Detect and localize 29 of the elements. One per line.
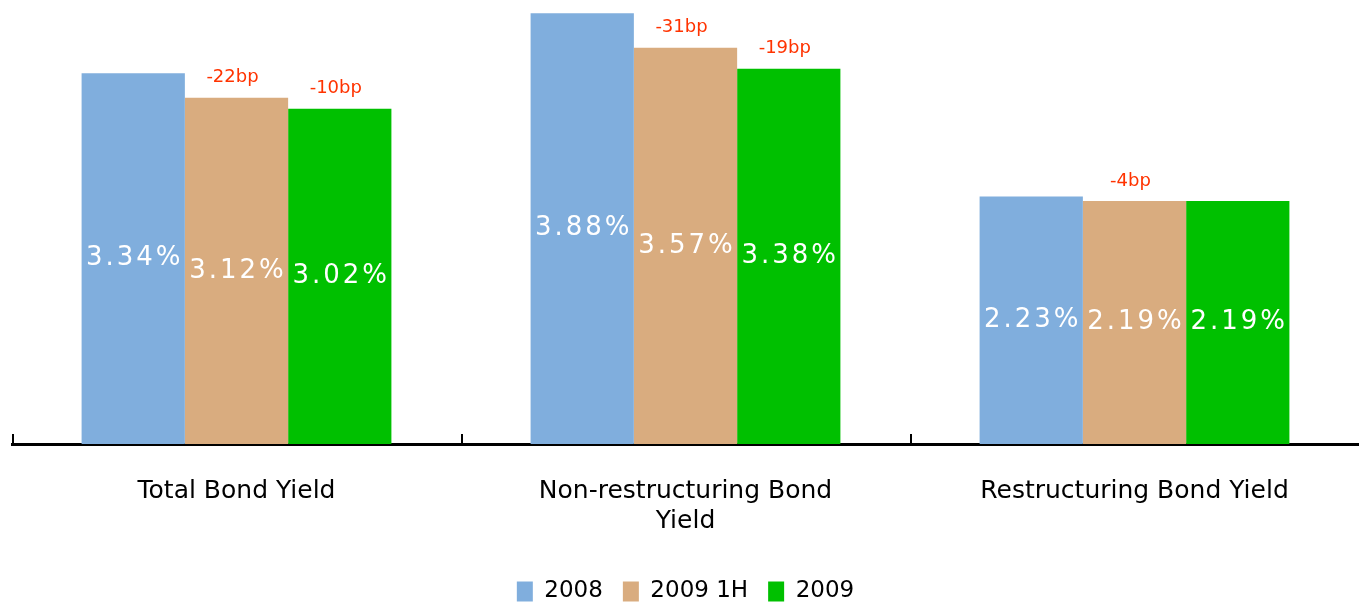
bar [288,108,392,444]
data-label: 3.57% [638,228,736,259]
x-tick-label: Non-restructuring Bond Yield [538,474,833,534]
data-label: 2.23% [983,302,1082,333]
data-label: 3.34% [85,241,184,272]
annotation: -22bp [206,65,259,87]
data-label: 2.19% [1087,305,1185,336]
x-tick-label: Total Bond Yield [136,474,336,504]
data-label: 3.88% [534,211,633,242]
data-label: 3.02% [292,259,391,290]
bar [979,196,1083,444]
annotation: -10bp [309,76,362,98]
bar [81,73,185,444]
legend-label: 2008 [544,576,603,603]
bar [633,47,738,444]
annotation: -31bp [655,15,708,37]
bar [530,13,634,444]
data-label: 2.19% [1190,305,1289,336]
bar [1082,200,1187,444]
x-tick-label: Restructuring Bond Yield [980,474,1289,504]
bar [1186,200,1290,444]
bar [184,97,289,444]
annotation: -19bp [758,36,811,58]
data-label: 3.12% [189,253,287,284]
annotation: -4bp [1110,168,1151,190]
data-label: 3.38% [741,239,840,270]
bar [737,68,841,444]
legend-label: 2009 1H [650,576,749,603]
legend-label: 2009 [795,576,855,603]
